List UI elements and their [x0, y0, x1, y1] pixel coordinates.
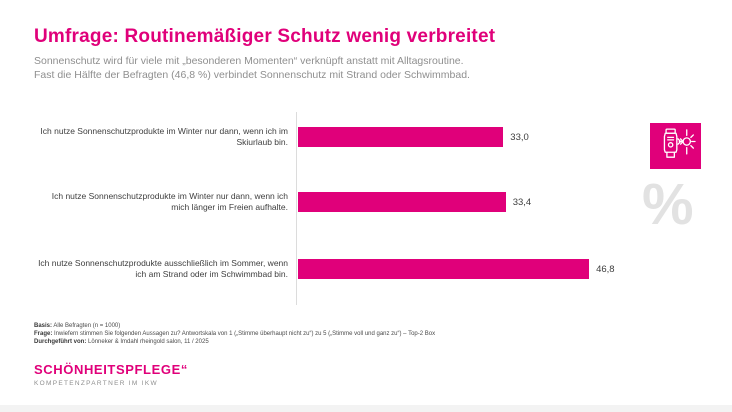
chart-row: Ich nutze Sonnenschutzprodukte im Winter…	[34, 180, 674, 224]
footnote-frage-label: Frage:	[34, 331, 53, 337]
subtitle-line-1: Sonnenschutz wird für viele mit „besonde…	[34, 55, 464, 67]
footnote-durchgefuehrt-label: Durchgeführt von:	[34, 339, 87, 345]
bar-skiurlaub	[298, 127, 504, 147]
subtitle-line-2: Fast die Hälfte der Befragten (46,8 %) v…	[34, 69, 470, 81]
footnote-basis-text: Alle Befragten (n = 1000)	[53, 323, 121, 329]
bottom-divider-strip	[0, 405, 732, 412]
footnote-frage: Frage: Inwiefern stimmen Sie folgenden A…	[34, 330, 694, 338]
bar-value: 33,0	[510, 131, 529, 143]
logo-wordmark: SCHÖNHEITSPFLEGE“	[34, 362, 188, 377]
chart-row: Ich nutze Sonnenschutzprodukte ausschlie…	[34, 247, 674, 291]
page-subtitle: Sonnenschutz wird für viele mit „besonde…	[34, 54, 694, 82]
footnote-basis: Basis: Alle Befragten (n = 1000)	[34, 322, 694, 330]
bar-strand-schwimmbad	[298, 259, 590, 279]
chart-axis-line	[296, 112, 297, 305]
footnotes: Basis: Alle Befragten (n = 1000) Frage: …	[34, 322, 694, 346]
bar-label: Ich nutze Sonnenschutzprodukte im Winter…	[51, 190, 288, 213]
percent-icon: %	[642, 172, 694, 237]
sunscreen-winter-icon	[655, 125, 697, 168]
footnote-frage-text: Inwiefern stimmen Sie folgenden Aussagen…	[54, 331, 436, 337]
bar-value: 33,4	[512, 196, 532, 208]
footnote-durchgefuehrt: Durchgeführt von: Lönneker & Imdahl rhei…	[34, 338, 694, 346]
bar-label: Ich nutze Sonnenschutzprodukte im Winter…	[40, 125, 288, 148]
bar-value: 46,8	[596, 263, 615, 275]
logo-tagline: KOMPETENZPARTNER IM IKW	[34, 380, 158, 387]
bar-label: Ich nutze Sonnenschutzprodukte ausschlie…	[38, 257, 288, 280]
bar-laenger-im-freien	[298, 192, 506, 212]
schoenheitspflege-logo: SCHÖNHEITSPFLEGE“ KOMPETENZPARTNER IM IK…	[34, 362, 188, 387]
footnote-durchgefuehrt-text: Lönneker & Imdahl rheingold salon, 11 / …	[88, 339, 209, 345]
page-title: Umfrage: Routinemäßiger Schutz wenig ver…	[34, 26, 496, 47]
footnote-basis-label: Basis:	[34, 323, 53, 329]
sunscreen-winter-icon-tile	[650, 123, 701, 169]
chart-row: Ich nutze Sonnenschutzprodukte im Winter…	[34, 115, 674, 159]
